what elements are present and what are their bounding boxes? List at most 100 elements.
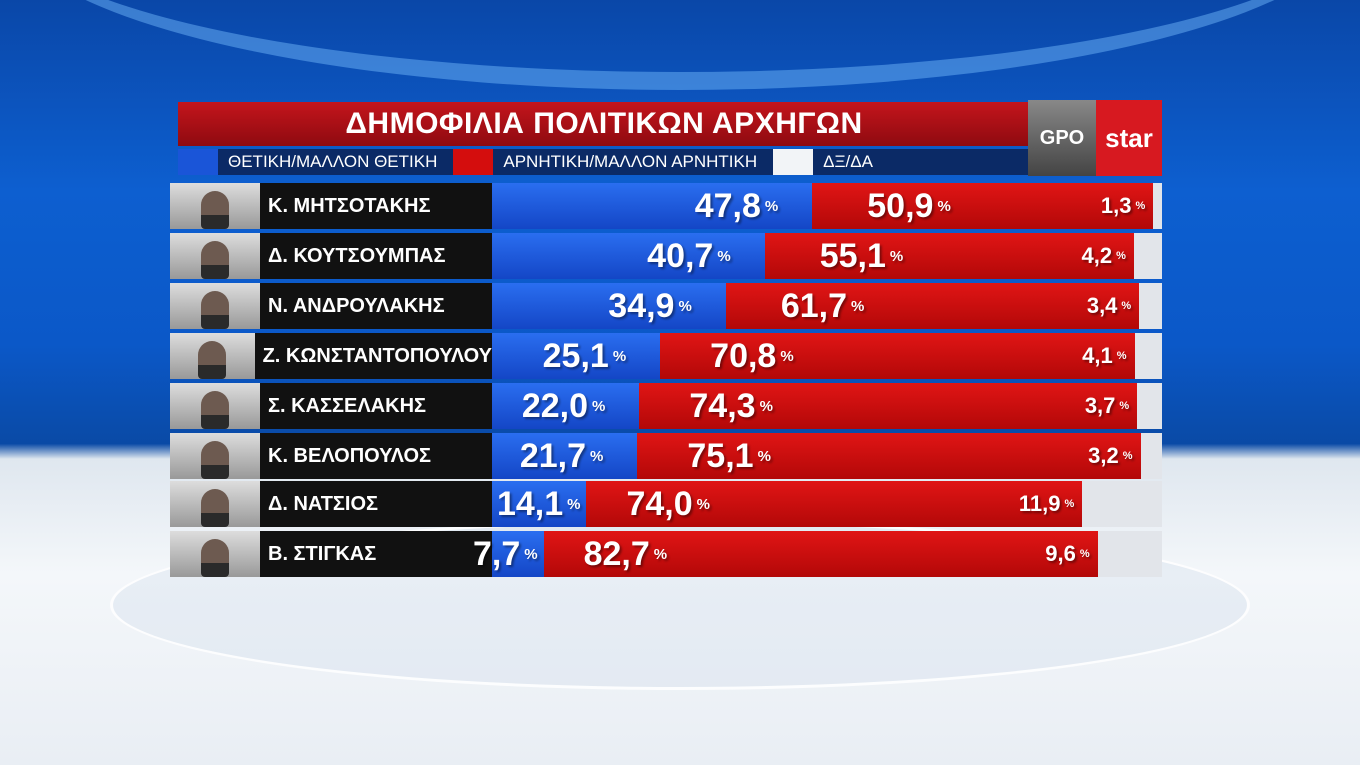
stacked-bar: 25,1% 70,8% 4,1%: [492, 333, 1162, 379]
value-positive: 14,1: [496, 484, 564, 523]
leader-photo: [170, 183, 260, 229]
value-dk-text: 3,7: [1084, 393, 1116, 418]
value-positive: 34,9: [608, 286, 675, 325]
unit-label: %: [759, 397, 773, 415]
bar-negative: 61,7% 3,4%: [725, 283, 1140, 329]
leader-label: Κ. ΜΗΤΣΟΤΑΚΗΣ: [170, 183, 492, 229]
bar-negative: 82,7% 9,6%: [543, 531, 1098, 577]
legend-swatch-dk: [773, 149, 814, 175]
value-negative: 74,0: [626, 484, 693, 523]
bar-row: Δ. ΝΑΤΣΙΟΣ 14,1% 74,0% 11,9%: [170, 481, 1163, 527]
bar-dk: [1082, 481, 1162, 527]
star-logo: star: [1096, 100, 1162, 176]
leader-name: Ν. ΑΝΔΡΟΥΛΑΚΗΣ: [268, 294, 445, 317]
leader-label: Κ. ΒΕΛΟΠΟΥΛΟΣ: [170, 433, 492, 479]
unit-label: %: [1122, 450, 1133, 462]
bar-dk: [1153, 183, 1162, 229]
value-positive: 25,1: [542, 336, 609, 375]
unit-label: %: [937, 197, 951, 215]
leader-photo: [170, 333, 255, 379]
value-dk: 3,2%: [1088, 433, 1132, 479]
unit-label: %: [678, 297, 692, 315]
bar-positive: 22,0%: [492, 383, 640, 429]
bar-negative: 74,3% 3,7%: [639, 383, 1138, 429]
value-dk: 4,2%: [1081, 233, 1125, 279]
legend-dk: ΔΞ/ΔΑ: [823, 152, 873, 171]
stacked-bar: 14,1% 74,0% 11,9%: [492, 481, 1162, 527]
value-positive: 21,7: [519, 436, 587, 475]
legend-swatch-negative: [453, 149, 494, 175]
bar-negative: 55,1% 4,2%: [764, 233, 1134, 279]
stacked-bar: 47,8% 50,9% 1,3%: [492, 183, 1162, 229]
value-dk: 3,7%: [1085, 383, 1129, 429]
leader-photo: [170, 233, 260, 279]
chart-title: ΔΗΜΟΦΙΛΙΑ ΠΟΛΙΤΙΚΩΝ ΑΡΧΗΓΩΝ: [178, 102, 1030, 146]
unit-label: %: [889, 247, 904, 265]
leader-photo: [170, 383, 260, 429]
stacked-bar: 40,7% 55,1% 4,2%: [492, 233, 1162, 279]
unit-label: %: [1121, 300, 1132, 312]
unit-label: %: [1116, 250, 1126, 262]
bar-positive: 7,7%: [473, 531, 544, 577]
leader-name: Δ. ΝΑΤΣΙΟΣ: [268, 492, 379, 515]
leader-photo: [170, 481, 260, 527]
unit-label: %: [757, 447, 771, 465]
bar-row: Κ. ΜΗΤΣΟΤΑΚΗΣ 47,8% 50,9% 1,3%: [170, 183, 1163, 229]
unit-label: %: [1119, 400, 1130, 412]
leader-name: Κ. ΜΗΤΣΟΤΑΚΗΣ: [268, 194, 431, 217]
unit-label: %: [653, 545, 668, 563]
bar-negative: 50,9% 1,3%: [812, 183, 1154, 229]
value-dk: 1,3%: [1101, 183, 1145, 229]
bar-row: Σ. ΚΑΣΣΕΛΑΚΗΣ 22,0% 74,3% 3,7%: [170, 383, 1163, 429]
unit-label: %: [696, 495, 710, 513]
unit-label: %: [1116, 350, 1127, 362]
legend: ΘΕΤΙΚΗ/ΜΑΛΛΟΝ ΘΕΤΙΚΗ ΑΡΝΗΤΙΚΗ/ΜΑΛΛΟΝ ΑΡΝ…: [178, 149, 1030, 175]
bar-dk: [1141, 433, 1162, 479]
unit-label: %: [717, 247, 731, 265]
value-negative: 61,7: [780, 286, 848, 325]
unit-label: %: [780, 347, 794, 365]
bar-positive: 40,7%: [492, 233, 765, 279]
gpo-star-logo: GPO star: [1028, 100, 1162, 176]
value-dk-text: 4,1: [1082, 343, 1113, 368]
unit-label: %: [1064, 498, 1075, 510]
bar-dk: [1137, 383, 1162, 429]
value-positive: 40,7: [647, 236, 714, 275]
leader-name: Κ. ΒΕΛΟΠΟΥΛΟΣ: [268, 444, 432, 467]
leader-label: Ζ. ΚΩΝΣΤΑΝΤΟΠΟΥΛΟΥ: [170, 333, 492, 379]
value-dk-text: 3,4: [1086, 293, 1118, 318]
value-negative: 75,1: [687, 436, 754, 475]
legend-positive: ΘΕΤΙΚΗ/ΜΑΛΛΟΝ ΘΕΤΙΚΗ: [228, 152, 438, 171]
unit-label: %: [1135, 200, 1146, 212]
bar-row: Δ. ΚΟΥΤΣΟΥΜΠΑΣ 40,7% 55,1% 4,2%: [170, 233, 1163, 279]
unit-label: %: [590, 447, 604, 465]
value-negative: 50,9: [867, 186, 934, 225]
unit-label: %: [592, 397, 606, 415]
unit-label: %: [524, 545, 538, 563]
bar-positive: 47,8%: [492, 183, 813, 229]
leader-label: Δ. ΝΑΤΣΙΟΣ: [170, 481, 492, 527]
bar-positive: 14,1%: [492, 481, 587, 527]
stacked-bar: 21,7% 75,1% 3,2%: [492, 433, 1162, 479]
value-negative: 74,3: [689, 386, 756, 425]
stacked-bar: 22,0% 74,3% 3,7%: [492, 383, 1162, 429]
unit-label: %: [567, 495, 581, 513]
leader-photo: [170, 433, 260, 479]
bar-negative: 75,1% 3,2%: [637, 433, 1141, 479]
value-dk: 3,4%: [1087, 283, 1131, 329]
gpo-logo: GPO: [1028, 100, 1096, 176]
leader-label: Ν. ΑΝΔΡΟΥΛΑΚΗΣ: [170, 283, 492, 329]
value-positive: 22,0: [521, 386, 589, 425]
value-negative: 55,1: [819, 236, 886, 275]
background-arc: [0, 0, 1360, 90]
value-dk: 9,6%: [1045, 531, 1089, 577]
unit-label: %: [612, 347, 627, 365]
bar-positive: 34,9%: [492, 283, 726, 329]
bar-dk: [1134, 233, 1162, 279]
stacked-bar: 34,9% 61,7% 3,4%: [492, 283, 1162, 329]
value-positive: 7,7: [472, 534, 521, 573]
stacked-bar: 7,7% 82,7% 9,6%: [473, 531, 1162, 577]
bar-row: Κ. ΒΕΛΟΠΟΥΛΟΣ 21,7% 75,1% 3,2%: [170, 433, 1163, 479]
legend-swatch-positive: [178, 149, 218, 175]
bar-positive: 25,1%: [492, 333, 661, 379]
